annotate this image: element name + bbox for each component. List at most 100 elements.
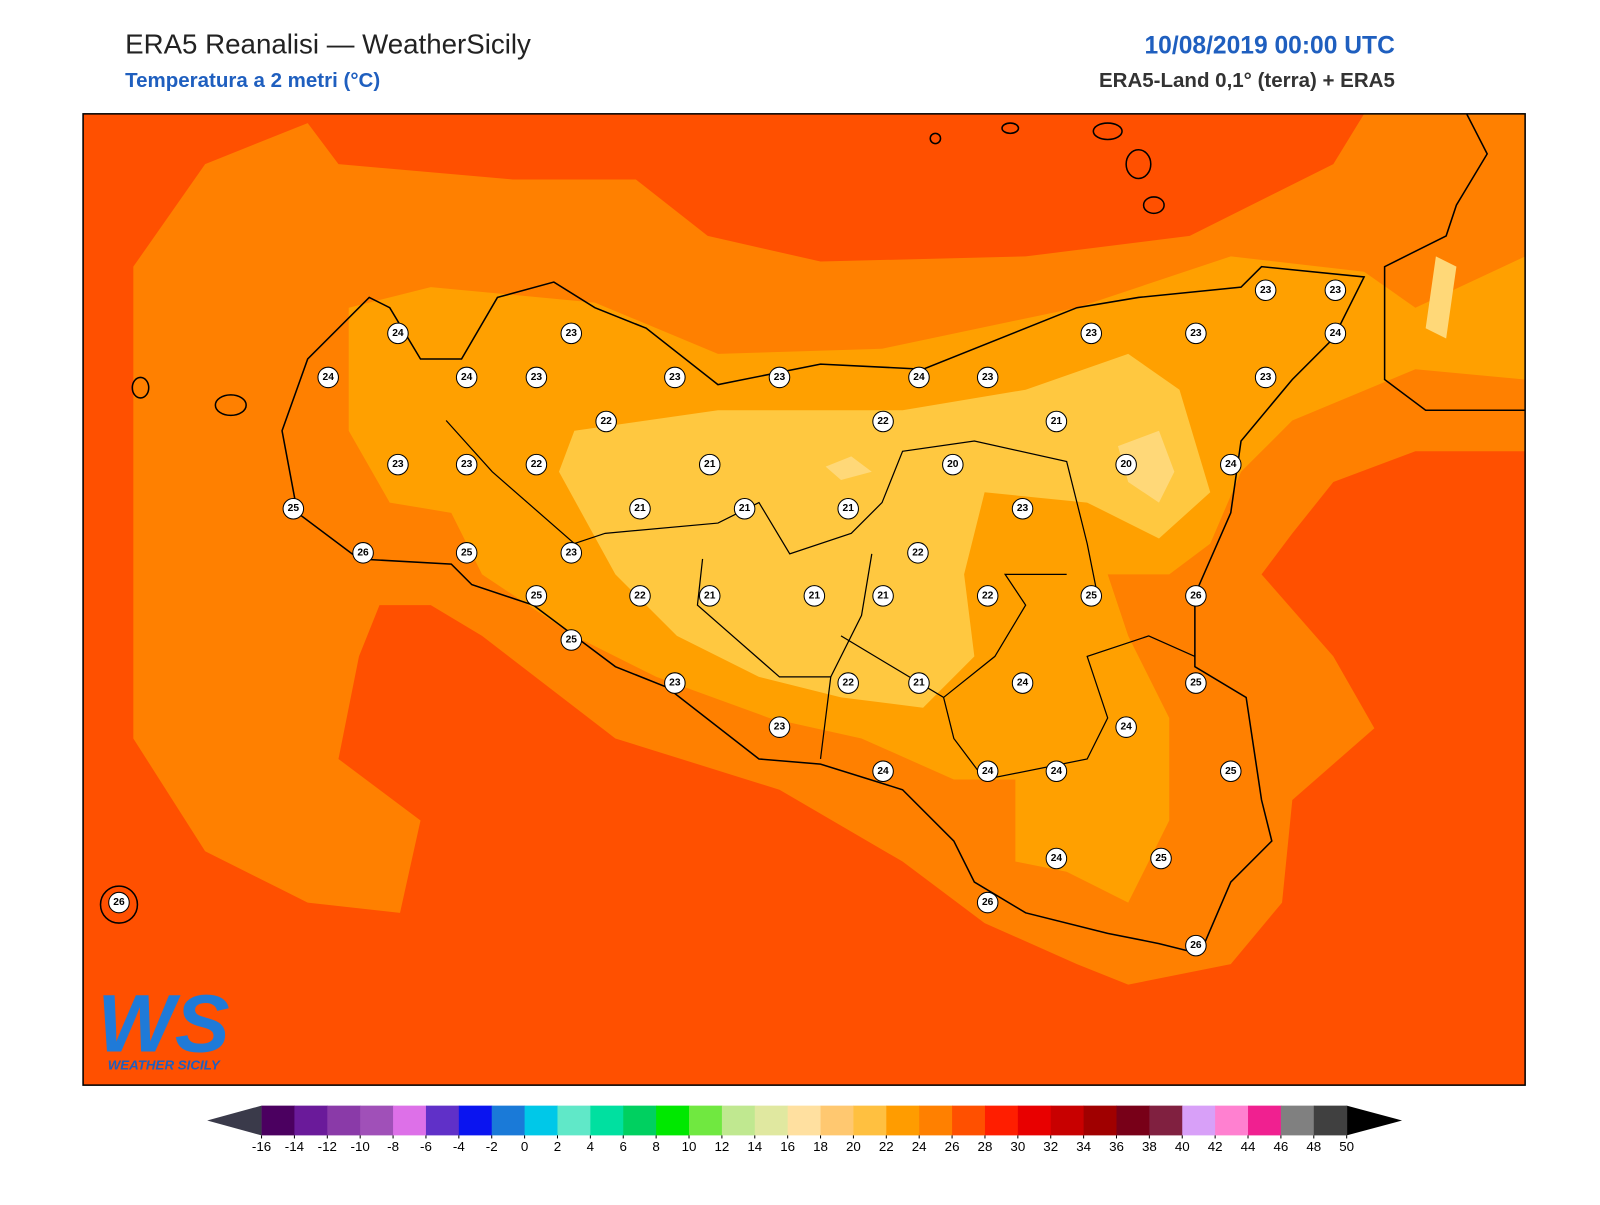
colorbar-box: [327, 1105, 361, 1136]
colorbar-box: [984, 1105, 1019, 1136]
station-value: 23: [774, 722, 786, 733]
station-value: 24: [1051, 766, 1063, 777]
station-marker: [352, 542, 374, 564]
colorbar-tick-label: 18: [813, 1139, 828, 1154]
datetime: 10/08/2019 00:00 UTC: [1144, 32, 1395, 59]
colorbar-tick-label: 44: [1241, 1139, 1256, 1154]
colorbar-tick-label: 50: [1339, 1139, 1354, 1154]
colorbar: -16 -14 -12 -10 -8 -6 -4 -2 0 2 4 6 8 10 12 14 16 18 20 22 2…: [207, 1105, 1403, 1154]
station-marker: [768, 716, 791, 738]
colorbar-tick-label: 2: [554, 1139, 561, 1154]
station-value: 20: [947, 459, 959, 470]
colorbar-box: [1280, 1105, 1315, 1136]
station-marker: [387, 453, 409, 476]
colorbar-box: [425, 1105, 460, 1136]
station-marker: [629, 497, 651, 520]
colorbar-tick-label: 8: [652, 1139, 659, 1154]
station-marker: [803, 585, 826, 607]
colorbar-box: [820, 1105, 854, 1136]
colorbar-box: [590, 1105, 624, 1136]
colorbar-tick-label: 34: [1076, 1139, 1091, 1154]
colorbar-tick-label: -16: [252, 1139, 271, 1154]
station-marker: [1080, 322, 1103, 345]
station-marker: [1045, 760, 1068, 783]
station-value: 25: [1225, 766, 1237, 777]
logo-caption: WEATHER SICILY: [108, 1058, 221, 1073]
colorbar-box: [1083, 1105, 1118, 1136]
station-marker: [1045, 410, 1068, 433]
colorbar-tick-label: -4: [453, 1139, 465, 1154]
station-value: 23: [1260, 372, 1272, 383]
station-value: 24: [877, 766, 889, 777]
station-marker: [837, 672, 859, 694]
station-marker: [908, 672, 930, 694]
station-marker: [664, 672, 686, 694]
colorbar-tick-label: 4: [587, 1139, 595, 1154]
station-value: 22: [982, 590, 994, 601]
colorbar-box: [261, 1105, 295, 1136]
station-marker: [837, 497, 859, 520]
colorbar-box: [721, 1105, 756, 1136]
station-value: 26: [357, 547, 369, 558]
colorbar-box: [1313, 1105, 1348, 1136]
station-marker: [698, 453, 721, 476]
station-value: 21: [809, 590, 821, 601]
field-20-22: [558, 353, 1211, 708]
colorbar-box: [689, 1105, 723, 1136]
colorbar-tick-label: 40: [1175, 1139, 1190, 1154]
station-marker: [1115, 716, 1137, 738]
station-marker: [595, 410, 617, 433]
colorbar-box: [1017, 1105, 1052, 1136]
station-value: 23: [982, 372, 994, 383]
station-marker: [872, 410, 894, 433]
station-value: 21: [913, 678, 925, 689]
colorbar-box: [524, 1105, 558, 1136]
colorbar-box: [1149, 1105, 1183, 1136]
colorbar-box: [1248, 1105, 1282, 1136]
station-marker: [629, 585, 651, 607]
colorbar-tick-label: 32: [1043, 1139, 1058, 1154]
station-value: 23: [566, 547, 578, 558]
stations: 23 23 24 23 23 23 24 24 24 23 23 23 24 23 23 22 22 21 23 23…: [108, 279, 1347, 957]
station-value: 23: [669, 372, 681, 383]
station-marker: [1045, 847, 1068, 870]
station-value: 25: [288, 503, 300, 514]
colorbar-tick-label: 26: [945, 1139, 960, 1154]
colorbar-box: [952, 1105, 986, 1136]
station-value: 24: [461, 372, 473, 383]
station-value: 24: [1120, 722, 1132, 733]
station-value: 24: [1225, 459, 1237, 470]
station-value: 23: [1017, 503, 1029, 514]
station-value: 21: [877, 590, 889, 601]
colorbar-box: [1182, 1105, 1216, 1136]
map-frame: [82, 113, 1526, 1086]
station-marker: [976, 891, 999, 914]
station-marker: [1185, 322, 1207, 345]
colorbar-tick-label: 16: [780, 1139, 795, 1154]
station-marker: [525, 585, 548, 607]
colorbar-tick-label: 42: [1208, 1139, 1223, 1154]
station-value: 22: [600, 416, 612, 427]
colorbar-over: [1346, 1105, 1403, 1136]
colorbar-tick-label: -6: [420, 1139, 432, 1154]
field-18-20: [825, 256, 1457, 503]
station-value: 24: [392, 328, 404, 339]
station-value: 25: [1155, 853, 1167, 864]
station-value: 26: [982, 897, 994, 908]
station-marker: [976, 585, 999, 607]
subtitle: Temperatura a 2 metri (°C): [125, 69, 380, 92]
station-marker: [1220, 453, 1242, 476]
colorbar-box: [491, 1105, 526, 1136]
station-marker: [560, 629, 583, 651]
station-marker: [560, 542, 583, 564]
station-marker: [525, 453, 548, 476]
colorbar-under: [207, 1105, 262, 1136]
station-marker: [1011, 672, 1034, 694]
colorbar-box: [656, 1105, 690, 1136]
colorbar-tick-label: 10: [682, 1139, 697, 1154]
station-marker: [1185, 585, 1207, 607]
station-marker: [387, 322, 409, 345]
station-value: 24: [1017, 678, 1029, 689]
logo-mark: WS: [97, 978, 229, 1069]
